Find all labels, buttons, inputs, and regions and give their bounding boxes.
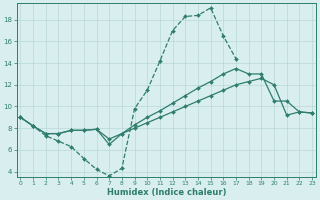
X-axis label: Humidex (Indice chaleur): Humidex (Indice chaleur): [107, 188, 226, 197]
